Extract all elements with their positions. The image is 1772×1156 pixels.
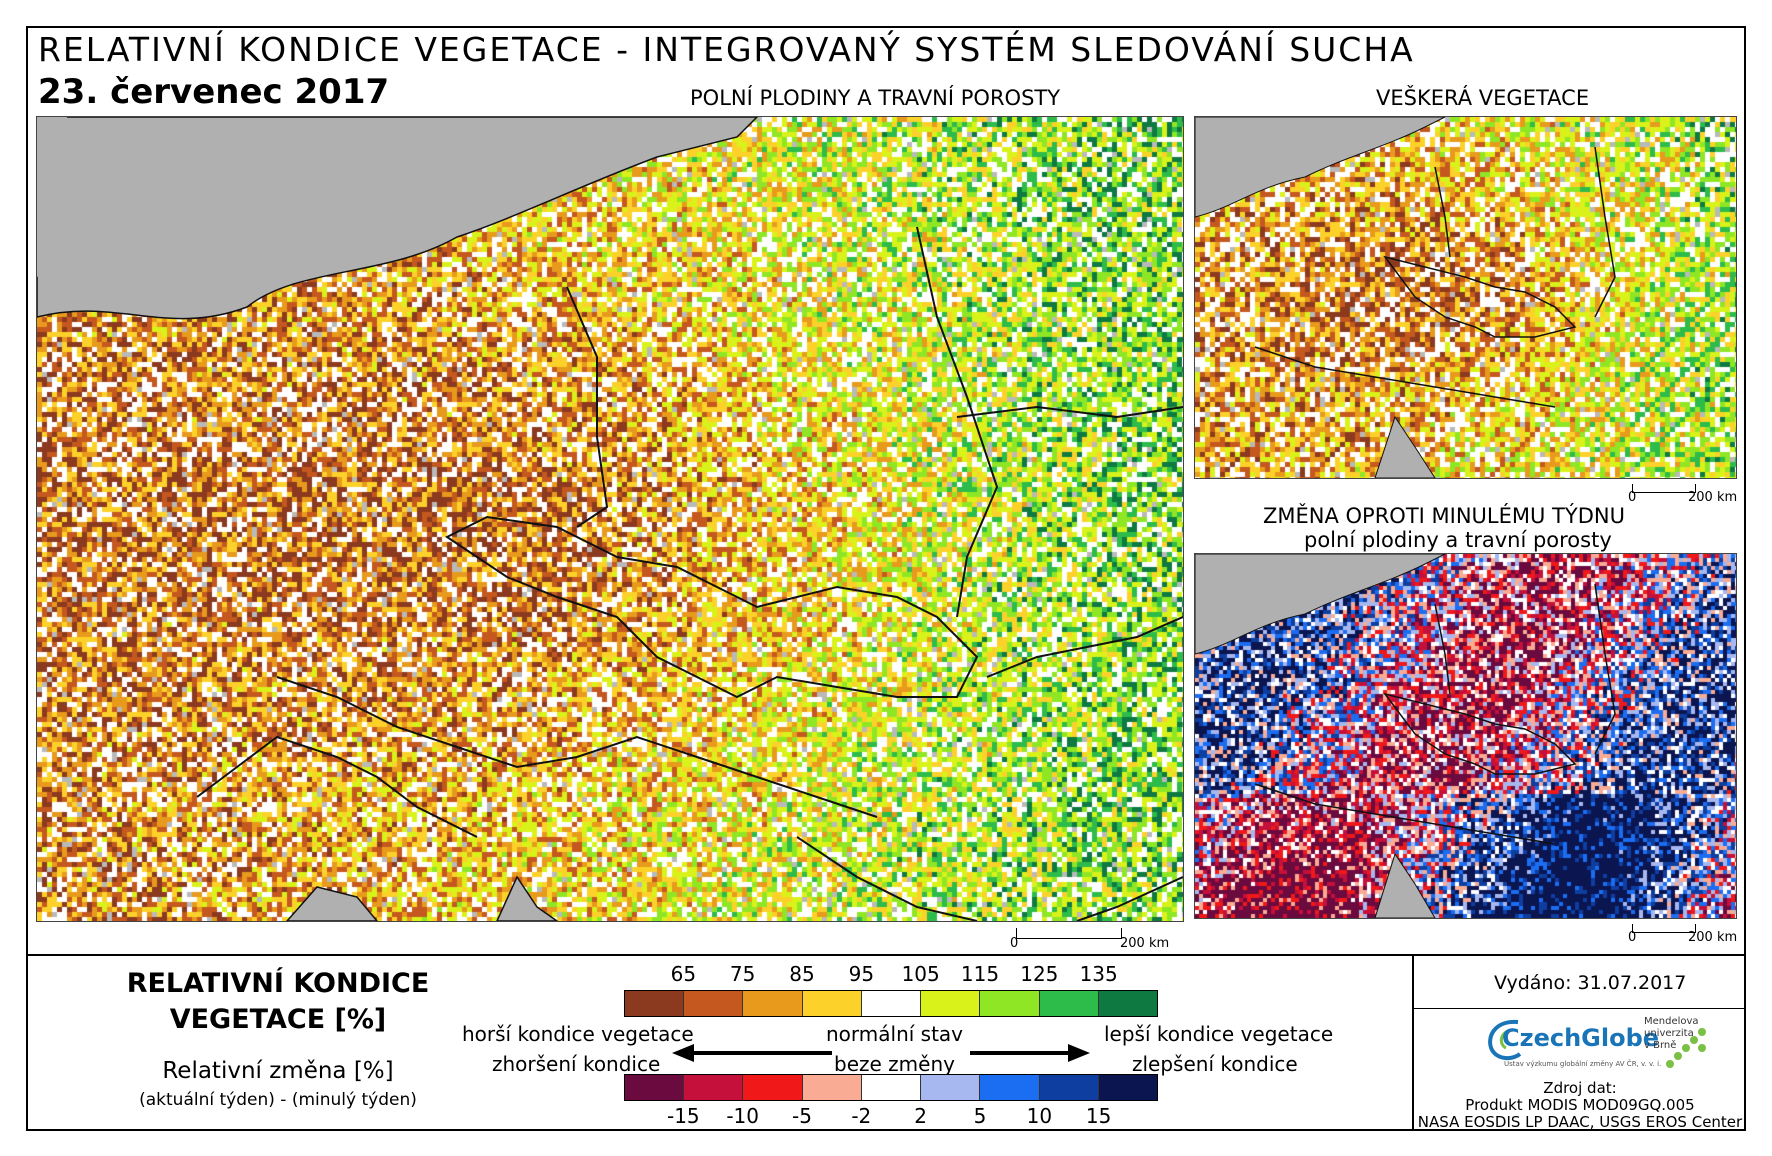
change-color-bar — [624, 1074, 1158, 1101]
better-change-label: zlepšení kondice — [1132, 1052, 1298, 1076]
change-map-title: ZMĚNA OPROTI MINULÉMU TÝDNU — [1263, 504, 1625, 528]
all-scale-zero: 0 — [1628, 490, 1637, 505]
worse-change-label: zhoršení kondice — [492, 1052, 661, 1076]
weekly-change-map-borders — [1195, 554, 1616, 918]
page-title: RELATIVNÍ KONDICE VEGETACE - INTEGROVANÝ… — [38, 30, 1415, 69]
change-swatch — [980, 1075, 1040, 1100]
condition-swatch — [802, 991, 862, 1016]
main-condition-map[interactable] — [36, 116, 1184, 922]
worse-arrow-icon — [672, 1044, 832, 1062]
condition-tick: 85 — [789, 962, 815, 986]
czechglobe-swoosh-icon — [1488, 1019, 1522, 1061]
change-scale-label: 200 km — [1688, 930, 1738, 945]
all-vegetation-map[interactable] — [1194, 116, 1737, 479]
footer-inner-divider — [1412, 1008, 1746, 1009]
main-map-scalebar: 0 200 km — [1010, 928, 1190, 951]
mendel-line3: v Brně — [1644, 1040, 1677, 1051]
change-tick: -15 — [666, 1104, 700, 1128]
condition-tick: 65 — [670, 962, 697, 986]
map-date: 23. červenec 2017 — [38, 72, 390, 112]
change-swatch — [921, 1075, 981, 1100]
footer-divider — [1412, 954, 1414, 1131]
mendel-dots-icon — [1666, 1028, 1706, 1068]
change-tick: 2 — [914, 1104, 928, 1128]
condition-swatch — [861, 991, 922, 1016]
main-scale-zero: 0 — [1010, 936, 1019, 951]
change-swatch — [861, 1075, 922, 1100]
condition-swatch — [684, 991, 744, 1016]
mendel-line1: Mendelova — [1644, 1016, 1699, 1027]
mendel-line2: univerzita — [1644, 1028, 1694, 1039]
change-swatch — [802, 1075, 862, 1100]
change-tick: 15 — [1085, 1104, 1112, 1128]
no-change-label: beze změny — [834, 1052, 955, 1076]
better-condition-label: lepší kondice vegetace — [1104, 1022, 1334, 1046]
all-vegetation-map-borders — [1195, 117, 1616, 478]
condition-tick: 125 — [1020, 962, 1059, 986]
condition-swatch — [921, 991, 981, 1016]
change-tick: -5 — [792, 1104, 812, 1128]
change-tick: -10 — [726, 1104, 759, 1128]
data-source: Zdroj dat: Produkt MODIS MOD09GQ.005 NAS… — [1414, 1080, 1746, 1131]
change-swatch — [743, 1075, 803, 1100]
change-legend-formula: (aktuální týden) - (minulý týden) — [139, 1090, 417, 1110]
legend-title: RELATIVNÍ KONDICE VEGETACE [%] — [100, 966, 456, 1038]
main-scale-label: 200 km — [1120, 936, 1170, 951]
source-line1: Zdroj dat: — [1543, 1079, 1617, 1097]
main-map-title: POLNÍ PLODINY A TRAVNÍ POROSTY — [690, 86, 1061, 110]
normal-state-label: normální stav — [826, 1022, 964, 1046]
condition-swatch — [625, 991, 685, 1016]
condition-color-bar — [624, 990, 1158, 1017]
legend-title-line1: RELATIVNÍ KONDICE — [126, 968, 430, 999]
worse-condition-label: horší kondice vegetace — [462, 1022, 694, 1046]
better-arrow-icon — [970, 1044, 1090, 1062]
condition-tick: 105 — [901, 962, 940, 986]
condition-swatch — [1098, 991, 1157, 1016]
condition-tick: 75 — [729, 962, 756, 986]
condition-tick: 115 — [960, 962, 1000, 986]
change-swatch — [684, 1075, 744, 1100]
main-map-borders — [37, 117, 1183, 921]
change-map-scalebar: 0 200 km — [1628, 924, 1748, 945]
change-legend-title: Relativní změna [%] — [162, 1058, 394, 1084]
issued-date: Vydáno: 31.07.2017 — [1494, 972, 1687, 994]
weekly-change-map[interactable] — [1194, 553, 1737, 919]
source-line3: NASA EOSDIS LP DAAC, USGS EROS Center — [1417, 1113, 1743, 1131]
condition-swatch — [1039, 991, 1099, 1016]
condition-tick: 95 — [848, 962, 875, 986]
change-tick: 5 — [973, 1104, 987, 1128]
change-tick: -2 — [851, 1104, 872, 1128]
change-scale-zero: 0 — [1628, 930, 1637, 945]
all-scale-label: 200 km — [1688, 490, 1738, 505]
legend-divider — [26, 954, 1746, 956]
page-frame — [26, 26, 1746, 1131]
czechglobe-logo-subtitle: Ústav výzkumu globální změny AV ČR, v. v… — [1504, 1060, 1662, 1068]
change-map-subtitle: polní plodiny a travní porosty — [1304, 528, 1612, 552]
condition-swatch — [980, 991, 1040, 1016]
source-line2: Produkt MODIS MOD09GQ.005 — [1465, 1096, 1695, 1114]
legend-title-line2: VEGETACE [%] — [169, 1004, 387, 1035]
all-vegetation-map-title: VEŠKERÁ VEGETACE — [1376, 86, 1590, 110]
czechglobe-logo: CzechGlobe — [1502, 1024, 1660, 1052]
change-swatch — [625, 1075, 685, 1100]
all-map-scalebar: 0 200 km — [1628, 484, 1748, 505]
change-swatch — [1098, 1075, 1157, 1100]
change-tick: 10 — [1026, 1104, 1053, 1128]
mendel-university-logo: Mendelova univerzita v Brně — [1644, 1016, 1699, 1052]
condition-tick: 135 — [1079, 962, 1118, 986]
change-swatch — [1039, 1075, 1099, 1100]
condition-swatch — [743, 991, 803, 1016]
